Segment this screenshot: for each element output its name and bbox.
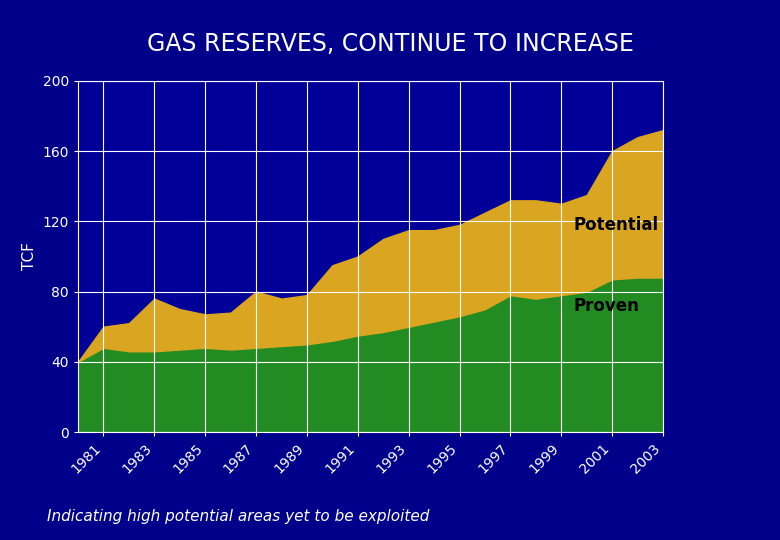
Y-axis label: TCF: TCF xyxy=(22,242,37,271)
Text: Indicating high potential areas yet to be exploited: Indicating high potential areas yet to b… xyxy=(47,509,429,524)
Text: GAS RESERVES, CONTINUE TO INCREASE: GAS RESERVES, CONTINUE TO INCREASE xyxy=(147,32,633,56)
Text: Proven: Proven xyxy=(574,296,640,315)
Text: Potential: Potential xyxy=(574,216,659,234)
